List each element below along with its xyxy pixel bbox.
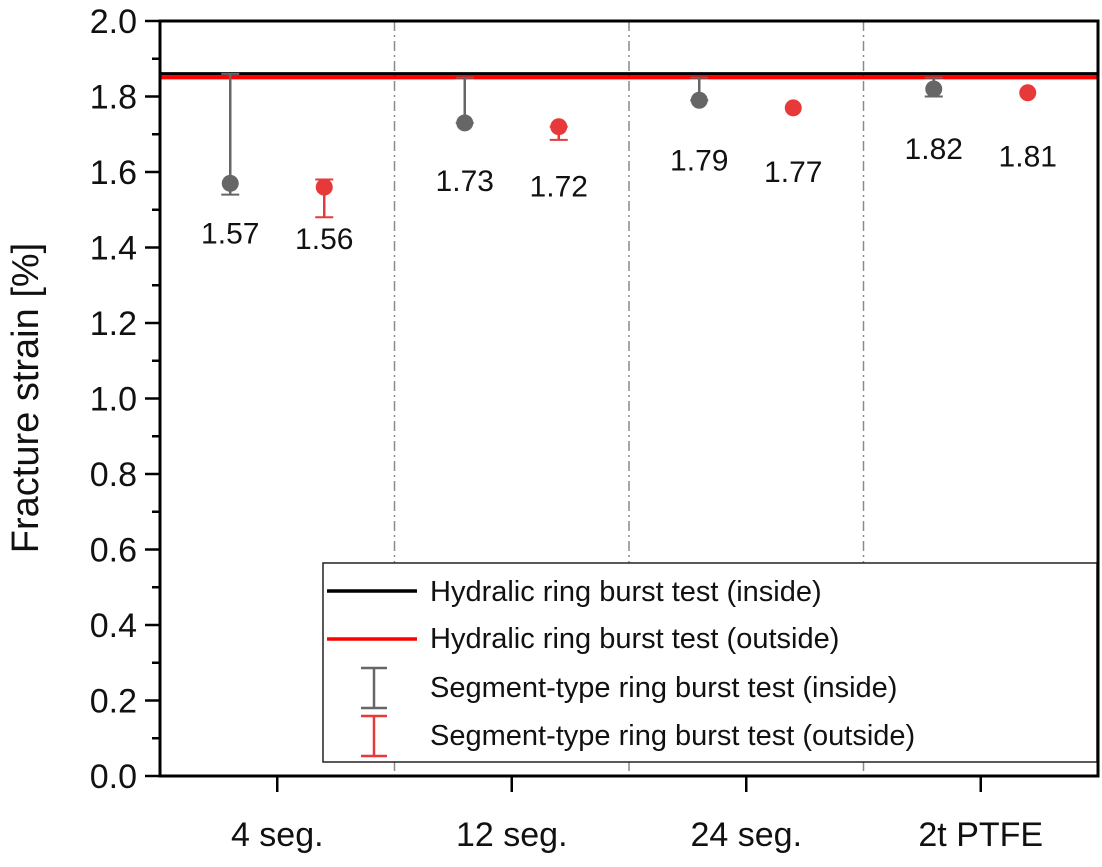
data-label: 1.79: [670, 144, 728, 177]
x-tick-label: 4 seg.: [231, 816, 324, 854]
data-point: [1019, 84, 1037, 102]
data-point: [784, 99, 802, 117]
y-tick-label: 0.0: [90, 758, 137, 796]
data-point: [315, 178, 333, 196]
data-point: [456, 114, 474, 132]
y-tick-label: 0.4: [90, 607, 137, 645]
y-tick-label: 0.2: [90, 683, 137, 721]
data-label: 1.82: [905, 133, 963, 166]
y-tick-label: 1.0: [90, 381, 137, 419]
data-point: [550, 118, 568, 136]
y-tick-label: 1.6: [90, 154, 137, 192]
y-tick-label: 2.0: [90, 3, 137, 41]
data-point: [221, 174, 239, 192]
data-label: 1.72: [530, 171, 588, 204]
y-axis-title: Fracture strain [%]: [5, 243, 47, 553]
legend-label-hydraulic-inside: Hydralic ring burst test (inside): [430, 576, 822, 608]
x-tick-label: 24 seg.: [690, 816, 802, 854]
data-points: [221, 72, 1037, 219]
legend-label-hydraulic-outside: Hydralic ring burst test (outside): [430, 623, 839, 655]
legend-label-segment-inside: Segment-type ring burst test (inside): [430, 672, 897, 704]
legend-swatch-segment-outside: [361, 714, 387, 758]
y-tick-label: 1.4: [90, 230, 137, 268]
x-tick-label: 12 seg.: [456, 816, 568, 854]
y-axis-ticks: 0.0 0.2 0.4 0.6 0.8 1.0 1.2 1.4 1.6 1.8 2.0: [90, 3, 160, 796]
data-label: 1.77: [764, 156, 822, 189]
legend-swatch-segment-inside: [361, 666, 387, 710]
data-label: 1.56: [295, 223, 353, 256]
legend: Hydralic ring burst test (inside) Hydral…: [322, 562, 1098, 763]
x-axis-ticks: 4 seg. 12 seg. 24 seg. 2t PTFE: [231, 776, 1043, 854]
data-label: 1.73: [436, 165, 494, 198]
legend-label-segment-outside: Segment-type ring burst test (outside): [430, 720, 915, 752]
data-point: [690, 91, 708, 109]
data-label: 1.81: [999, 141, 1057, 174]
data-point: [925, 80, 943, 98]
x-tick-label: 2t PTFE: [918, 816, 1043, 854]
y-tick-label: 0.8: [90, 456, 137, 494]
y-tick-label: 1.2: [90, 305, 137, 343]
y-tick-label: 0.6: [90, 532, 137, 570]
data-label: 1.57: [201, 217, 259, 250]
y-tick-label: 1.8: [90, 79, 137, 117]
data-labels: 1.57 1.73 1.79 1.82 1.56 1.72 1.77 1.81: [201, 133, 1057, 256]
